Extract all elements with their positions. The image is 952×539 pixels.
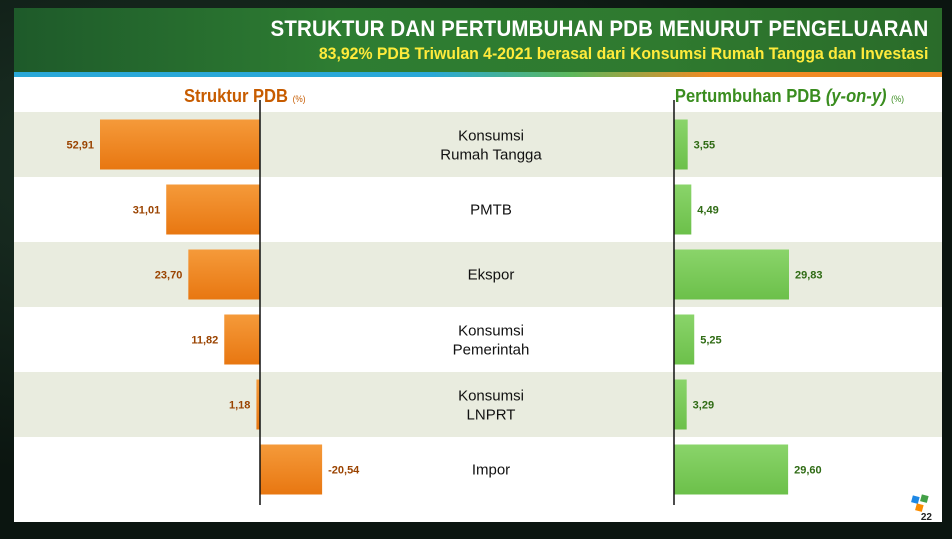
pertumbuhan-value-label: 29,60 (794, 465, 822, 477)
struktur-value-label: 11,82 (191, 335, 218, 347)
struktur-value-label: -20,54 (328, 465, 360, 477)
struktur-heading-label: Struktur PDB (184, 86, 288, 106)
slide-subtitle: 83,92% PDB Triwulan 4-2021 berasal dari … (318, 44, 928, 63)
pertumbuhan-bar (674, 314, 695, 365)
category-label: Ekspor (468, 267, 515, 284)
pertumbuhan-value-label: 5,25 (700, 335, 721, 347)
pertumbuhan-value-label: 3,55 (694, 140, 715, 152)
pertumbuhan-bar (674, 249, 789, 300)
category-label: Konsumsi Rumah Tangga (440, 128, 542, 164)
pertumbuhan-bar (674, 444, 789, 495)
page-number: 22 (920, 512, 932, 523)
bps-logo-icon (911, 494, 929, 512)
slide-header: STRUKTUR DAN PERTUMBUHAN PDB MENURUT PEN… (14, 8, 942, 72)
pertumbuhan-heading: Pertumbuhan PDB (y-on-y) (%) (675, 86, 904, 107)
struktur-bar (188, 249, 260, 300)
struktur-bar (260, 444, 323, 495)
struktur-heading-unit: (%) (292, 94, 306, 104)
struktur-value-label: 31,01 (133, 205, 161, 217)
category-label: Impor (472, 462, 510, 479)
category-label: PMTB (470, 202, 512, 219)
pertumbuhan-heading-label: Pertumbuhan PDB (674, 86, 822, 106)
struktur-bar (100, 119, 260, 170)
struktur-bar (256, 379, 260, 430)
struktur-value-label: 23,70 (155, 270, 183, 282)
struktur-bar (224, 314, 260, 365)
struktur-heading: Struktur PDB (%) (184, 86, 305, 107)
pertumbuhan-heading-unit: (%) (891, 94, 904, 104)
header-stripe (14, 72, 942, 77)
pertumbuhan-bar (674, 379, 687, 430)
struktur-value-label: 1,18 (229, 400, 250, 412)
category-label: Konsumsi LNPRT (458, 388, 524, 424)
pertumbuhan-value-label: 29,83 (795, 270, 823, 282)
pertumbuhan-value-label: 3,29 (693, 400, 714, 412)
pertumbuhan-heading-italic: (y-on-y) (825, 86, 887, 106)
pertumbuhan-bar (674, 184, 692, 235)
pertumbuhan-value-label: 4,49 (697, 205, 718, 217)
pertumbuhan-bar (674, 119, 688, 170)
row-band (14, 372, 942, 437)
struktur-bar (166, 184, 260, 235)
category-label: Konsumsi Pemerintah (453, 323, 530, 359)
struktur-value-label: 52,91 (66, 140, 94, 152)
slide-title: STRUKTUR DAN PERTUMBUHAN PDB MENURUT PEN… (270, 16, 928, 41)
